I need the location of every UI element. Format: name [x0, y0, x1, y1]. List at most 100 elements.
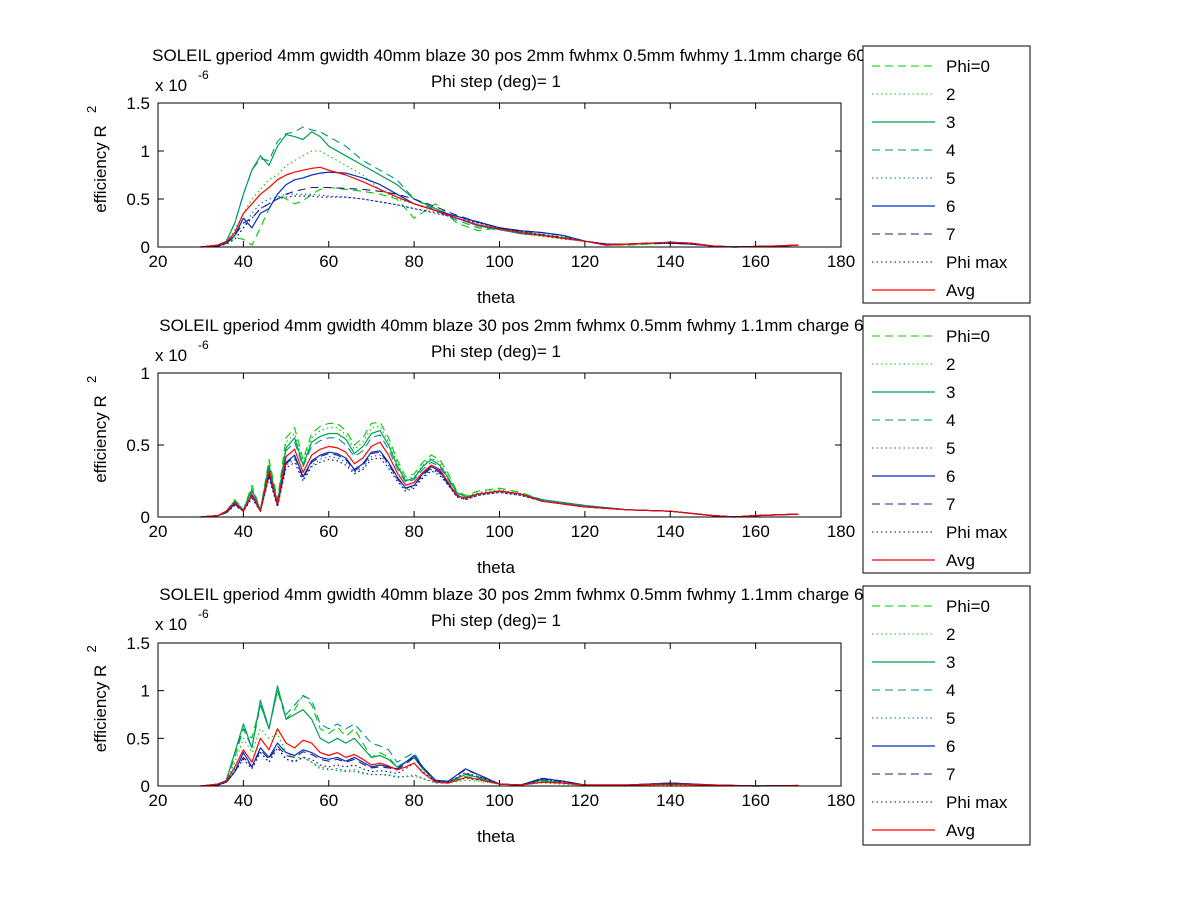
legend-label: Phi max — [946, 523, 1008, 542]
legend-label: Avg — [946, 281, 975, 300]
legend-box — [862, 315, 1031, 574]
y-multiplier: x 10 — [155, 76, 187, 95]
subplot-1: 20 40 60 80 100 120 140 160 180 0 0.5 1 1.5 x 10 -6 SOL… — [84, 45, 1031, 307]
series-line-2 — [200, 425, 799, 518]
legend-label: 7 — [946, 225, 955, 244]
y-axis-label-group: efficiency R 2 — [84, 376, 110, 483]
legend: Phi=0 2 3 4 5 6 7 Phi max Avg — [862, 315, 1031, 574]
legend-label: 5 — [946, 709, 955, 728]
x-tick-label: 180 — [827, 791, 855, 810]
axes-box — [157, 372, 842, 518]
legend-label: Phi max — [946, 253, 1008, 272]
y-axis-label-superscript: 2 — [84, 376, 99, 383]
legend-label: 7 — [946, 495, 955, 514]
y-axis-label: efficiency R — [91, 395, 110, 483]
series-line-9 — [200, 166, 799, 248]
y-axis-label-superscript: 2 — [84, 106, 99, 113]
x-tick-label: 100 — [485, 791, 513, 810]
legend-label: 6 — [946, 197, 955, 216]
y-axis-label-group: efficiency R 2 — [84, 645, 110, 752]
legend-label: 3 — [946, 113, 955, 132]
legend-label: 3 — [946, 383, 955, 402]
legend-label: Avg — [946, 551, 975, 570]
series-line-7 — [200, 451, 799, 518]
x-tick-label: 140 — [656, 522, 684, 541]
series-line-7 — [200, 186, 799, 248]
y-tick-label: 0.5 — [126, 729, 150, 748]
series-lines — [200, 421, 799, 518]
legend-label: Phi=0 — [946, 57, 990, 76]
legend-label: 4 — [946, 141, 955, 160]
y-tick-label: 0 — [141, 777, 150, 796]
x-tick-label: 60 — [319, 252, 338, 271]
y-multiplier-exponent: -6 — [198, 68, 209, 82]
x-tick-label: 20 — [149, 791, 168, 810]
series-line-2 — [200, 728, 799, 787]
x-tick-label: 40 — [234, 791, 253, 810]
y-tick-label: 1 — [141, 142, 150, 161]
legend-label: 6 — [946, 737, 955, 756]
subplot-title: SOLEIL gperiod 4mm gwidth 40mm blaze 30 … — [152, 46, 934, 65]
legend-box — [862, 45, 1031, 304]
series-line-9 — [200, 728, 799, 787]
y-tick-label: 0 — [141, 508, 150, 527]
series-line-8 — [200, 457, 799, 518]
x-tick-label: 140 — [656, 252, 684, 271]
series-line-8 — [200, 195, 799, 248]
x-tick-label: 120 — [571, 791, 599, 810]
subplot-3: 20 40 60 80 100 120 140 160 180 0 0.5 1 1.5 x 10 -6 SOL… — [84, 585, 1031, 846]
x-tick-label: 160 — [741, 522, 769, 541]
x-axis-label: theta — [477, 827, 515, 846]
legend-label: 5 — [946, 439, 955, 458]
series-line-2 — [200, 150, 799, 248]
legend: Phi=0 2 3 4 5 6 7 Phi max Avg — [862, 45, 1031, 304]
x-tick-label: 80 — [405, 791, 424, 810]
x-tick-label: 100 — [485, 252, 513, 271]
series-line-6 — [200, 742, 799, 787]
legend-label: Phi max — [946, 793, 1008, 812]
y-tick-label: 0 — [141, 238, 150, 257]
y-multiplier-exponent: -6 — [198, 607, 209, 621]
series-line-3 — [200, 685, 799, 787]
y-tick-label: 1 — [141, 682, 150, 701]
x-tick-label: 160 — [741, 791, 769, 810]
series-line-5 — [200, 193, 799, 248]
legend-label: 4 — [946, 411, 955, 430]
x-tick-label: 40 — [234, 252, 253, 271]
x-tick-label: 40 — [234, 522, 253, 541]
x-tick-label: 160 — [741, 252, 769, 271]
y-multiplier: x 10 — [155, 615, 187, 634]
axes-box — [157, 102, 842, 248]
legend-label: 4 — [946, 681, 955, 700]
y-tick-label: 1.5 — [126, 94, 150, 113]
legend-label: 2 — [946, 85, 955, 104]
subplot-subtitle: Phi step (deg)= 1 — [431, 342, 561, 361]
series-lines — [200, 685, 799, 787]
series-line-1 — [200, 690, 799, 787]
y-axis-label-superscript: 2 — [84, 645, 99, 652]
series-line-4 — [200, 434, 799, 518]
x-tick-label: 20 — [149, 252, 168, 271]
y-multiplier-exponent: -6 — [198, 338, 209, 352]
x-tick-label: 140 — [656, 791, 684, 810]
legend-label: Avg — [946, 821, 975, 840]
series-line-3 — [200, 430, 799, 518]
x-tick-label: 20 — [149, 522, 168, 541]
x-axis-label: theta — [477, 288, 515, 307]
legend: Phi=0 2 3 4 5 6 7 Phi max Avg — [862, 585, 1031, 846]
series-line-4 — [200, 126, 799, 248]
x-tick-label: 180 — [827, 522, 855, 541]
axes-box — [157, 642, 842, 787]
y-tick-label: 0.5 — [126, 190, 150, 209]
x-tick-label: 180 — [827, 252, 855, 271]
subplot-subtitle: Phi step (deg)= 1 — [431, 611, 561, 630]
legend-label: Phi=0 — [946, 597, 990, 616]
y-axis-label: efficiency R — [91, 125, 110, 213]
y-multiplier: x 10 — [155, 346, 187, 365]
x-tick-label: 60 — [319, 791, 338, 810]
legend-label: 3 — [946, 653, 955, 672]
x-tick-label: 80 — [405, 252, 424, 271]
subplot-title: SOLEIL gperiod 4mm gwidth 40mm blaze 30 … — [159, 316, 927, 335]
subplot-2: 20 40 60 80 100 120 140 160 180 0 0.5 1 x 10 -6 SOLEIL… — [84, 315, 1031, 577]
